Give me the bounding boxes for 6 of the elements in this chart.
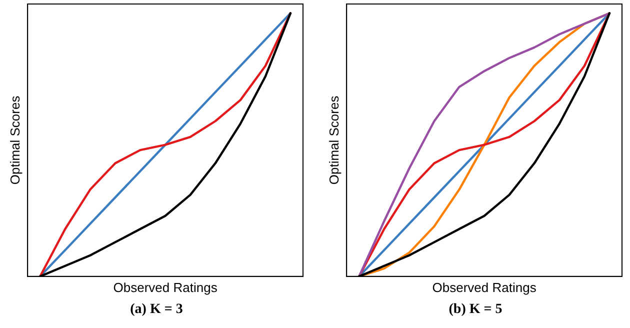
x-axis-title: Observed Ratings [432, 280, 537, 295]
x-axis-title: Observed Ratings [113, 280, 218, 295]
y-axis-title: Optimal Scores [326, 95, 342, 185]
text: (a) K = 3 [129, 302, 184, 318]
text: (b) K = 5 [448, 302, 504, 318]
y-axis-title: Optimal Scores [7, 95, 22, 185]
